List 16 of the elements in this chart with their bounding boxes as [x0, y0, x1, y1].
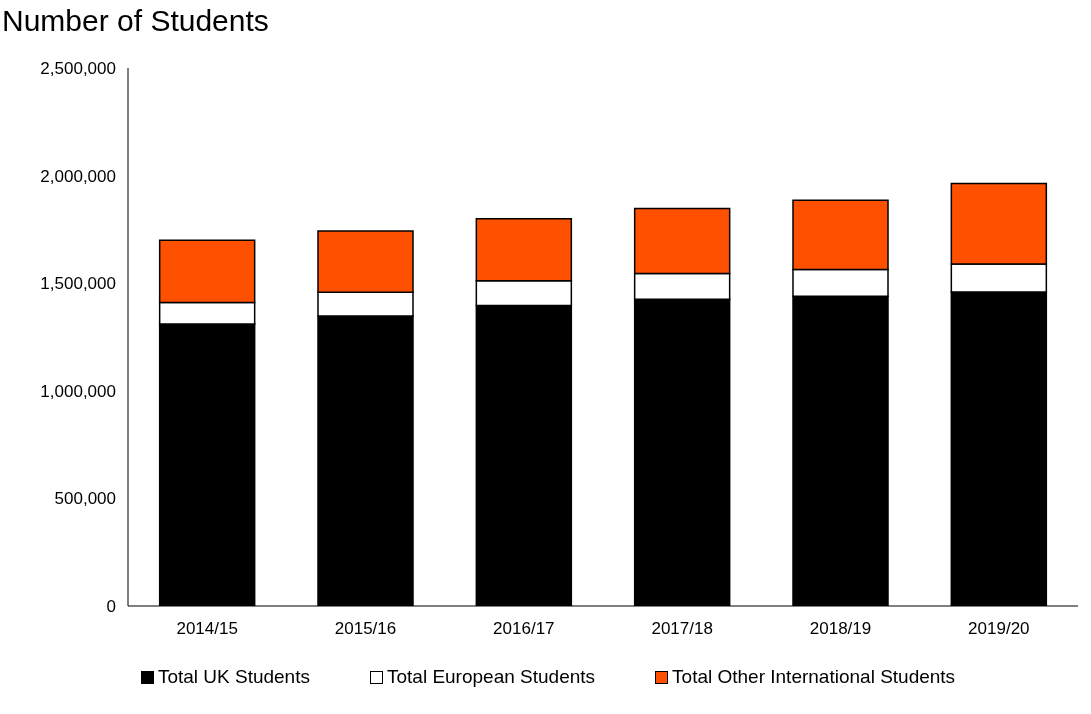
- x-tick-label: 2014/15: [176, 619, 238, 639]
- x-tick-label: 2015/16: [334, 619, 397, 639]
- chart-title: Number of Students: [2, 4, 270, 38]
- legend-label: Total UK Students: [156, 666, 310, 688]
- y-tick-label: 1,000,000: [40, 381, 116, 401]
- legend-label: Total Other International Students: [671, 666, 956, 688]
- x-tick-label: 2019/20: [968, 619, 1030, 639]
- y-tick-label: 0: [106, 597, 116, 617]
- y-tick-label: 1,500,000: [40, 274, 116, 294]
- y-tick-label: 500,000: [54, 489, 116, 509]
- y-tick-label: 2,000,000: [40, 166, 116, 186]
- x-tick-label: 2016/17: [493, 619, 555, 639]
- x-tick-label: 2018/19: [809, 619, 872, 639]
- y-tick-label: 2,500,000: [40, 59, 116, 79]
- x-tick-label: 2017/18: [651, 619, 713, 639]
- legend-label: Total European Students: [385, 666, 596, 688]
